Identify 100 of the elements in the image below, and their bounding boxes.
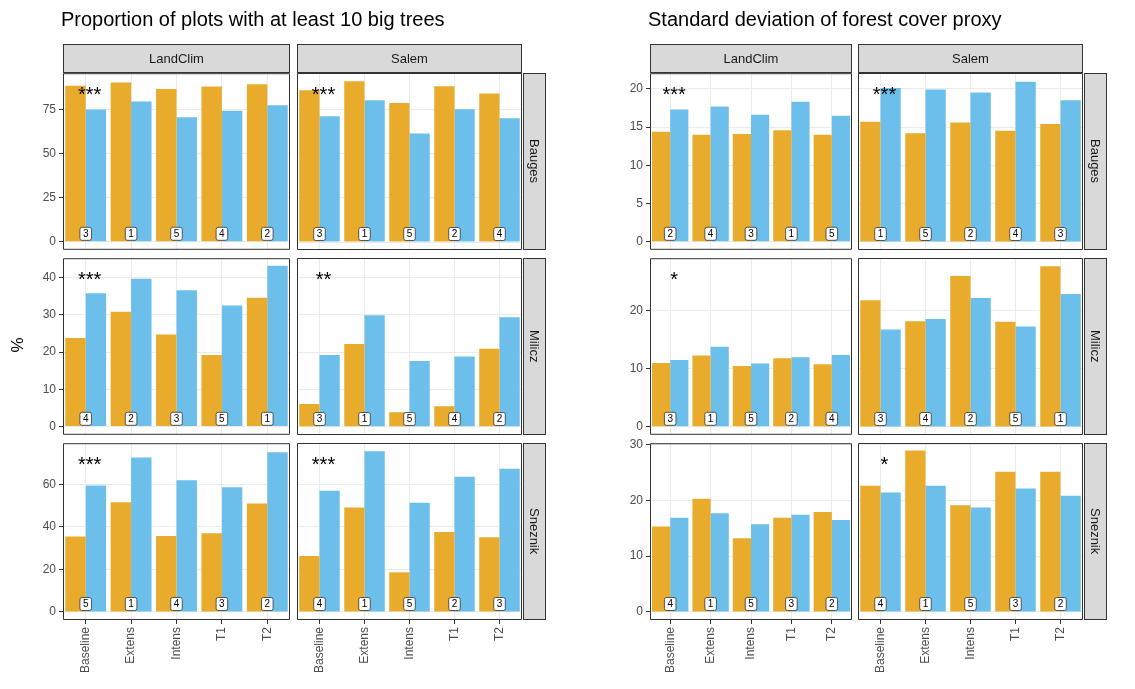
- y2-axis-title: Bauges: [527, 139, 542, 184]
- annotation: 3: [219, 598, 226, 610]
- annotation: 3: [82, 228, 89, 240]
- x-tick-label: T2: [1052, 626, 1067, 642]
- bar: [831, 519, 850, 612]
- annotation: 5: [922, 228, 929, 240]
- x-tick-label: T1: [446, 626, 461, 642]
- bar: [299, 555, 320, 612]
- x-tick-label: Extens: [702, 627, 717, 664]
- bar: [652, 131, 671, 242]
- bar: [970, 507, 991, 612]
- bar: [110, 502, 132, 612]
- annotation: 2: [967, 228, 974, 240]
- bar: [791, 357, 810, 427]
- bar: [950, 122, 971, 242]
- y-tick-label: 0: [636, 234, 644, 249]
- y-tick-label: 20: [42, 344, 57, 359]
- bar: [85, 485, 107, 612]
- annotation: 1: [361, 413, 368, 425]
- y-tick-label: 10: [42, 381, 57, 396]
- annotation: 5: [748, 413, 755, 425]
- bar: [156, 334, 177, 427]
- bar: [905, 450, 926, 612]
- annotation: 4: [82, 413, 89, 425]
- bar: [1040, 471, 1061, 612]
- bar: [995, 321, 1016, 427]
- annotation: 5: [748, 598, 755, 610]
- bar: [773, 130, 792, 242]
- bar: [652, 526, 671, 612]
- y-tick-label: 0: [49, 418, 57, 433]
- annotation: 4: [922, 413, 929, 425]
- annotation: 1: [128, 598, 135, 610]
- y-tick-label: 20: [629, 492, 644, 507]
- annotation: 4: [877, 598, 884, 610]
- annotation: 1: [361, 598, 368, 610]
- bar: [454, 476, 475, 612]
- y-tick-label: 20: [629, 303, 644, 318]
- annotation: 2: [967, 413, 974, 425]
- annotation: 1: [707, 413, 714, 425]
- bar: [479, 348, 500, 427]
- bar: [409, 502, 430, 612]
- annotation: *: [670, 267, 679, 290]
- chart-subtitle: Salem: [858, 44, 1083, 73]
- annotation: 3: [748, 228, 755, 240]
- annotation: 2: [264, 228, 271, 240]
- bar: [1015, 488, 1036, 612]
- annotation: ***: [78, 452, 102, 475]
- bar: [176, 480, 197, 612]
- annotation: 2: [451, 228, 458, 240]
- x-tick-label: Baseline: [872, 626, 887, 674]
- x-tick-label: Extens: [917, 627, 932, 664]
- bar: [995, 471, 1016, 612]
- y2-axis-title: Sneznik: [527, 508, 542, 555]
- annotation: ***: [662, 82, 687, 105]
- y-axis-title: %: [7, 336, 28, 353]
- bar: [85, 109, 107, 242]
- y-tick-label: 0: [49, 604, 57, 619]
- annotation: 1: [264, 413, 271, 425]
- y-tick-label: 0: [636, 419, 644, 434]
- bar: [454, 109, 475, 242]
- bar: [85, 293, 107, 427]
- x-tick-label: Baseline: [78, 626, 93, 674]
- annotation: 5: [406, 413, 413, 425]
- y-tick-label: 0: [636, 604, 644, 619]
- y-tick-label: 50: [42, 145, 57, 160]
- y-tick-label: 10: [629, 361, 644, 376]
- y-tick-label: 10: [629, 548, 644, 563]
- bar: [925, 318, 946, 427]
- annotation: 5: [406, 598, 413, 610]
- bar: [925, 485, 946, 612]
- bar: [176, 290, 197, 427]
- bar: [860, 485, 881, 612]
- x-tick-label: T2: [491, 626, 506, 642]
- x-tick-label: Baseline: [662, 626, 677, 674]
- bar: [652, 363, 671, 427]
- bar: [950, 275, 971, 427]
- annotation: 5: [967, 598, 974, 610]
- annotation: 4: [707, 228, 714, 240]
- annotation: 2: [1057, 598, 1064, 610]
- bar: [246, 503, 268, 612]
- bar: [880, 329, 901, 427]
- x-tick-label: T2: [259, 626, 274, 642]
- annotation: 1: [1057, 413, 1064, 425]
- annotation: 2: [829, 598, 836, 610]
- chart-subtitle: LandClim: [63, 44, 290, 73]
- bar: [221, 110, 243, 242]
- bar: [110, 82, 132, 242]
- x-tick-label: Baseline: [311, 626, 326, 674]
- bar: [65, 536, 86, 612]
- bar: [692, 498, 711, 612]
- bar: [499, 468, 520, 612]
- annotation: 3: [667, 413, 674, 425]
- x-tick-label: Intens: [401, 627, 416, 660]
- annotation: 1: [361, 228, 368, 240]
- y-tick-label: 0: [49, 234, 57, 249]
- x-tick-label: Intens: [168, 627, 183, 660]
- annotation: 3: [1012, 598, 1019, 610]
- annotation: 4: [219, 228, 226, 240]
- bar: [201, 533, 222, 612]
- annotation: 5: [406, 228, 413, 240]
